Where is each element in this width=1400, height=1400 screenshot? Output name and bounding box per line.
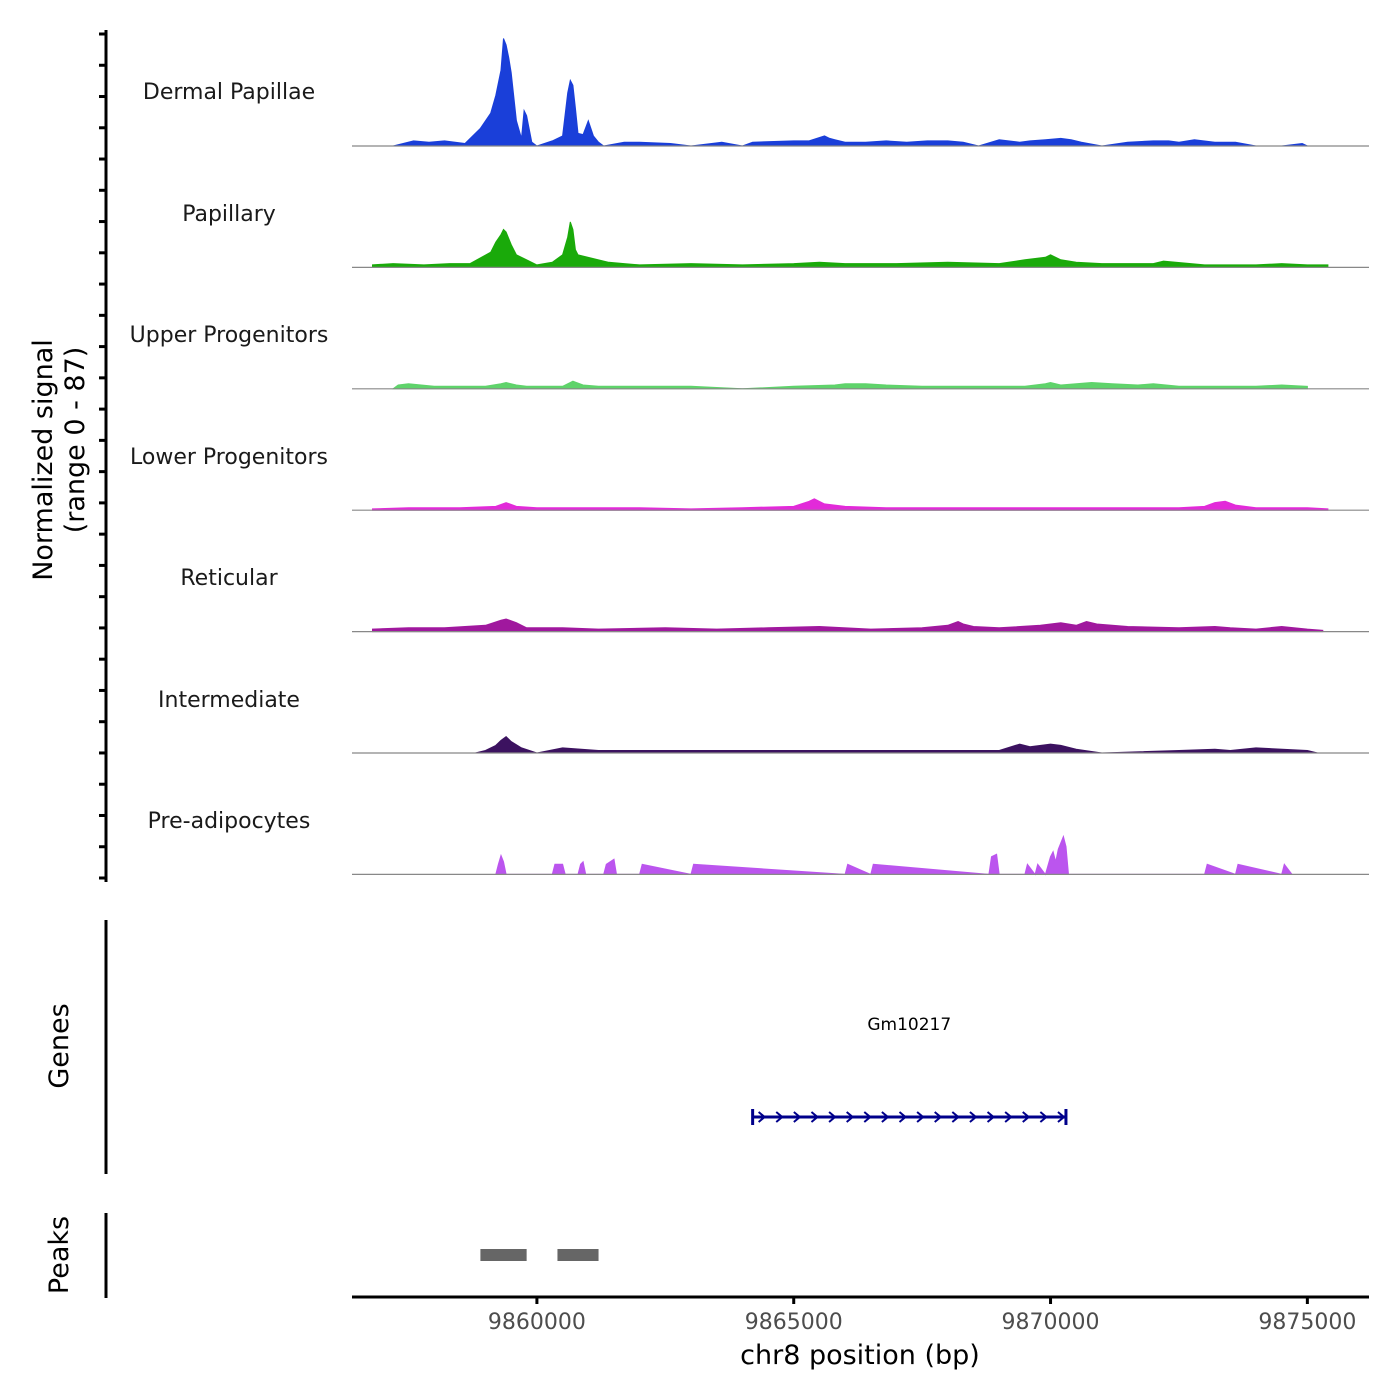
track-papillary (352, 221, 1369, 268)
coverage-tracks (352, 38, 1369, 876)
track-label: Papillary (182, 202, 276, 227)
strand-arrow (1022, 1111, 1031, 1123)
strand-arrow (810, 1111, 820, 1123)
x-tick-label: 9860000 (488, 1310, 586, 1335)
genes-panel: Gm10217 (751, 1015, 1068, 1125)
peak-bar (480, 1249, 527, 1261)
coverage-area (372, 498, 1329, 511)
peaks-panel (480, 1249, 599, 1261)
track-label: Reticular (180, 566, 278, 591)
strand-arrow (951, 1111, 960, 1123)
coverage-area (495, 834, 1294, 876)
x-axis-title: chr8 position (bp) (740, 1340, 980, 1371)
coverage-area (391, 380, 1308, 390)
strand-arrow (916, 1111, 925, 1123)
track-upper-progenitors (352, 380, 1369, 390)
track-label: Dermal Papillae (143, 80, 315, 105)
gene-label: Gm10217 (867, 1015, 951, 1035)
strand-arrow (969, 1111, 978, 1123)
track-label: Lower Progenitors (130, 445, 328, 470)
peak-bar (557, 1249, 599, 1261)
strand-arrow (986, 1111, 996, 1123)
strand-arrow (863, 1111, 872, 1123)
track-pre-adipocytes (352, 834, 1369, 876)
strand-arrow (846, 1111, 855, 1123)
track-label: Pre-adipocytes (148, 809, 311, 834)
x-tick-label: 9875000 (1258, 1310, 1356, 1335)
peaks-panel-title: Peaks (44, 1216, 75, 1294)
x-axis-ticks: 9860000 9865000 9870000 9875000 (488, 1297, 1356, 1335)
track-dermal-papillae (352, 38, 1369, 147)
strand-arrow (775, 1111, 784, 1123)
x-tick-label: 9865000 (745, 1310, 843, 1335)
strand-arrow (881, 1111, 890, 1123)
coverage-y-ticks (99, 32, 106, 880)
strand-arrow (1039, 1111, 1048, 1123)
y-axis-title-line2: (range 0 - 87) (60, 347, 91, 534)
strand-arrow (793, 1111, 802, 1123)
track-labels: Dermal Papillae Papillary Upper Progenit… (130, 80, 329, 834)
track-label: Intermediate (158, 688, 300, 713)
coverage-area (372, 618, 1324, 633)
x-tick-label: 9870000 (1002, 1310, 1100, 1335)
strand-arrow (1057, 1111, 1066, 1123)
coverage-area (372, 221, 1329, 268)
strand-arrow (1004, 1111, 1013, 1123)
strand-arrow (757, 1111, 767, 1123)
genes-panel-title: Genes (44, 1003, 75, 1088)
track-reticular (352, 618, 1369, 633)
track-lower-progenitors (352, 498, 1369, 511)
coverage-area (475, 735, 1318, 754)
coverage-area (392, 38, 1318, 147)
strand-arrow (898, 1111, 908, 1123)
y-axis-title-line1: Normalized signal (28, 339, 59, 581)
strand-arrow (828, 1111, 837, 1123)
track-intermediate (352, 735, 1369, 754)
strand-arrow (934, 1111, 943, 1123)
track-label: Upper Progenitors (130, 323, 329, 348)
